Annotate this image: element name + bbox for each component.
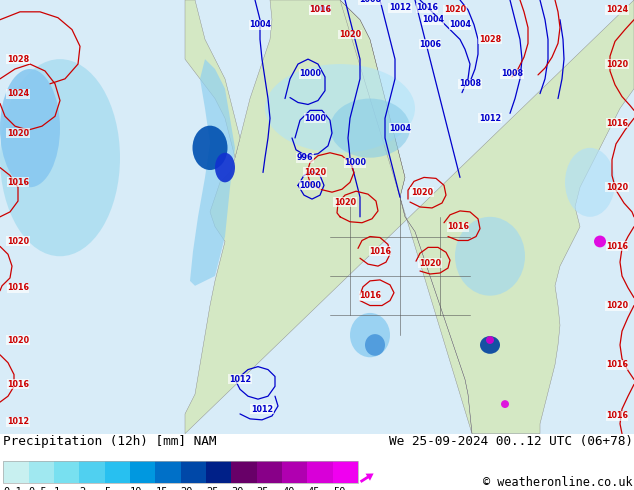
Bar <box>231 461 257 483</box>
Text: 1004: 1004 <box>309 5 331 14</box>
Ellipse shape <box>265 64 415 153</box>
Polygon shape <box>185 0 240 158</box>
Text: 1016: 1016 <box>606 412 628 420</box>
Text: 1016: 1016 <box>7 178 29 187</box>
Bar <box>54 461 79 483</box>
Text: 1020: 1020 <box>334 197 356 207</box>
Bar <box>181 461 206 483</box>
Text: 1004: 1004 <box>449 20 471 29</box>
Ellipse shape <box>565 148 615 217</box>
Text: 45: 45 <box>307 487 320 490</box>
Text: 1004: 1004 <box>422 15 444 24</box>
Bar <box>206 461 231 483</box>
Text: 1020: 1020 <box>444 5 466 14</box>
Text: 1028: 1028 <box>479 35 501 44</box>
Ellipse shape <box>365 334 385 356</box>
Text: 1: 1 <box>54 487 60 490</box>
Text: 1000: 1000 <box>299 70 321 78</box>
Text: 1012: 1012 <box>7 417 29 426</box>
Text: 1004: 1004 <box>389 123 411 133</box>
Bar <box>307 461 333 483</box>
Text: 1012: 1012 <box>251 405 273 414</box>
Text: 30: 30 <box>231 487 244 490</box>
Text: 1024: 1024 <box>7 89 29 98</box>
Polygon shape <box>185 0 634 434</box>
Text: 1020: 1020 <box>606 301 628 310</box>
Bar <box>333 461 358 483</box>
Text: 20: 20 <box>181 487 193 490</box>
Text: 1008: 1008 <box>459 79 481 88</box>
Text: 1016: 1016 <box>7 283 29 293</box>
Ellipse shape <box>330 98 410 158</box>
Text: 1020: 1020 <box>606 183 628 192</box>
Text: 1016: 1016 <box>447 222 469 231</box>
Text: 25: 25 <box>206 487 219 490</box>
Ellipse shape <box>455 217 525 295</box>
Text: 1016: 1016 <box>359 291 381 300</box>
Text: 1008: 1008 <box>359 0 381 4</box>
Text: 1020: 1020 <box>304 168 326 177</box>
Text: 1012: 1012 <box>389 3 411 12</box>
Bar <box>3 461 358 483</box>
Text: We 25-09-2024 00..12 UTC (06+78): We 25-09-2024 00..12 UTC (06+78) <box>389 435 633 448</box>
Text: 1004: 1004 <box>249 20 271 29</box>
Text: 35: 35 <box>257 487 269 490</box>
Text: 1006: 1006 <box>419 40 441 49</box>
Text: 1020: 1020 <box>7 237 29 246</box>
Ellipse shape <box>594 236 606 247</box>
Text: 1020: 1020 <box>411 188 433 196</box>
Text: 1016: 1016 <box>606 119 628 128</box>
Text: 40: 40 <box>282 487 295 490</box>
Ellipse shape <box>193 125 228 170</box>
Text: 1000: 1000 <box>304 114 326 123</box>
Text: 1012: 1012 <box>479 114 501 123</box>
Text: 0.5: 0.5 <box>29 487 48 490</box>
Text: 1016: 1016 <box>606 242 628 251</box>
Text: 1008: 1008 <box>501 70 523 78</box>
Ellipse shape <box>501 400 509 408</box>
Ellipse shape <box>215 153 235 182</box>
Bar <box>130 461 155 483</box>
Text: Precipitation (12h) [mm] NAM: Precipitation (12h) [mm] NAM <box>3 435 217 448</box>
Bar <box>155 461 181 483</box>
Text: © weatheronline.co.uk: © weatheronline.co.uk <box>483 476 633 489</box>
Polygon shape <box>190 59 235 286</box>
Text: 2: 2 <box>79 487 86 490</box>
Text: 996: 996 <box>297 153 313 162</box>
Text: 5: 5 <box>105 487 111 490</box>
Ellipse shape <box>480 336 500 354</box>
Ellipse shape <box>0 69 60 187</box>
Text: 1020: 1020 <box>419 259 441 268</box>
Bar <box>29 461 54 483</box>
Ellipse shape <box>0 59 120 256</box>
Text: 1016: 1016 <box>606 360 628 369</box>
Bar <box>105 461 130 483</box>
Bar <box>3 461 29 483</box>
Text: 1016: 1016 <box>369 247 391 256</box>
Text: 50: 50 <box>333 487 346 490</box>
Ellipse shape <box>486 336 494 344</box>
Text: 1028: 1028 <box>7 54 29 64</box>
Bar <box>282 461 307 483</box>
Text: 1024: 1024 <box>606 5 628 14</box>
Text: 1020: 1020 <box>7 128 29 138</box>
Text: 1020: 1020 <box>339 30 361 39</box>
Text: 1000: 1000 <box>299 181 321 190</box>
Bar <box>79 461 105 483</box>
Text: 1020: 1020 <box>606 60 628 69</box>
Text: 1016: 1016 <box>7 380 29 389</box>
Text: 1016: 1016 <box>416 3 438 12</box>
Text: 10: 10 <box>130 487 143 490</box>
Text: 1012: 1012 <box>229 375 251 384</box>
Text: 1016: 1016 <box>309 5 331 14</box>
Text: 0.1: 0.1 <box>3 487 22 490</box>
Ellipse shape <box>350 313 390 357</box>
Text: 15: 15 <box>155 487 168 490</box>
Text: 1020: 1020 <box>7 336 29 344</box>
Bar <box>257 461 282 483</box>
Text: 1000: 1000 <box>344 158 366 167</box>
